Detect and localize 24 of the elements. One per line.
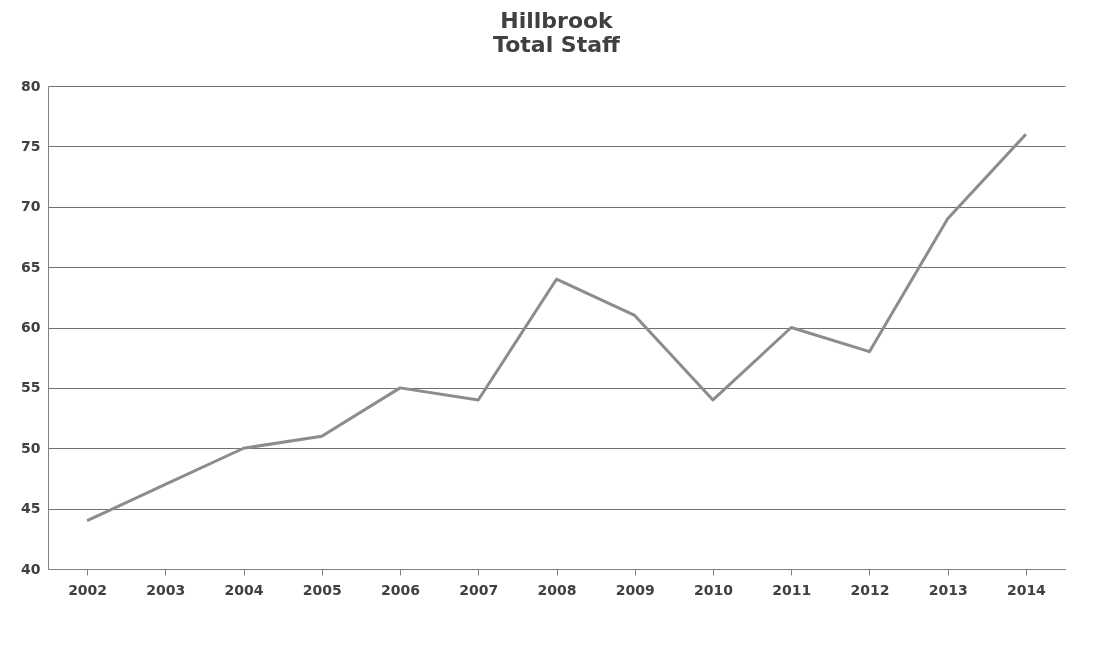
line-series xyxy=(85,132,1028,523)
x-tick-label: 2010 xyxy=(693,581,734,598)
y-tick-label: 65 xyxy=(21,258,41,275)
y-tick-label: 45 xyxy=(21,500,41,517)
y-tick-label: 40 xyxy=(21,560,41,577)
x-tick-label: 2007 xyxy=(459,581,499,598)
x-tick-label: 2003 xyxy=(146,581,186,598)
y-tick-label: 75 xyxy=(21,137,41,154)
y-tick-label: 55 xyxy=(21,379,41,396)
x-tick-label: 2006 xyxy=(381,581,421,598)
y-tick-label: 60 xyxy=(21,319,41,335)
x-tick-label: 2005 xyxy=(302,581,342,598)
x-tick-label: 2008 xyxy=(537,581,577,598)
y-tick-label: 70 xyxy=(21,198,41,215)
x-tick-label: 2012 xyxy=(850,581,890,598)
chart-title: Hillbrook Total Staff xyxy=(493,8,622,57)
y-tick-label: 80 xyxy=(21,77,41,94)
x-tick-label: 2013 xyxy=(928,581,968,598)
x-tick-label: 2011 xyxy=(772,581,812,598)
x-tick-label: 2004 xyxy=(224,581,264,598)
x-tick-label: 2002 xyxy=(68,581,108,598)
x-tick-label: 2014 xyxy=(1006,581,1047,598)
x-tick-label: 2009 xyxy=(615,581,655,598)
y-tick-label: 50 xyxy=(21,439,41,456)
